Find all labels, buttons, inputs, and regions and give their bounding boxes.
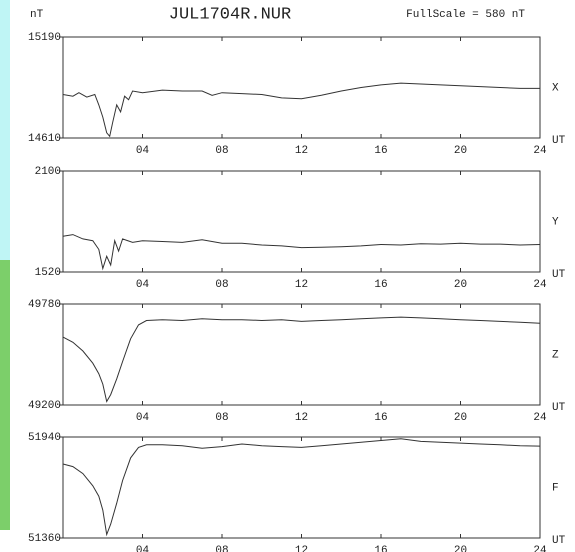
component-label: X — [552, 82, 559, 94]
unit-label: nT — [30, 9, 44, 21]
plot-frame — [62, 36, 541, 139]
data-line — [62, 438, 541, 537]
y-tick-label: 51360 — [28, 533, 61, 545]
x-tick-label: 04 — [136, 145, 150, 157]
y-tick-label: 2100 — [35, 166, 61, 178]
x-tick-label: 16 — [374, 145, 387, 157]
x-tick-label: 16 — [374, 279, 387, 291]
data-line — [62, 234, 541, 271]
x-axis-label: UT — [552, 535, 566, 547]
data-line — [62, 316, 541, 403]
x-tick-label: 20 — [454, 279, 467, 291]
x-tick-label: 08 — [215, 279, 228, 291]
x-tick-label: 08 — [215, 545, 228, 552]
x-axis-label: UT — [552, 269, 566, 281]
component-label: F — [552, 482, 559, 494]
x-axis-label: UT — [552, 402, 566, 414]
x-tick-label: 24 — [533, 412, 547, 424]
chart-title: JUL1704R.NUR — [169, 5, 291, 24]
y-tick-label: 1520 — [35, 267, 61, 279]
x-tick-label: 08 — [215, 412, 228, 424]
plot-frame — [62, 303, 541, 406]
x-axis-label: UT — [552, 135, 566, 147]
x-tick-label: 20 — [454, 412, 467, 424]
y-tick-label: 51940 — [28, 432, 61, 444]
x-tick-label: 24 — [533, 545, 547, 552]
x-tick-label: 12 — [295, 545, 308, 552]
x-tick-label: 20 — [454, 545, 467, 552]
data-line — [62, 82, 540, 138]
x-tick-label: 16 — [374, 545, 387, 552]
x-tick-label: 24 — [533, 279, 547, 291]
background-strip — [0, 260, 10, 530]
x-tick-label: 16 — [374, 412, 387, 424]
full-scale: FullScale = 580 nT — [406, 9, 525, 21]
x-tick-label: 04 — [136, 279, 150, 291]
x-tick-label: 24 — [533, 145, 547, 157]
y-tick-label: 49780 — [28, 299, 61, 311]
y-tick-label: 14610 — [28, 133, 61, 145]
background-strip — [0, 0, 10, 260]
component-label: Z — [552, 349, 559, 361]
x-tick-label: 12 — [295, 279, 308, 291]
x-tick-label: 20 — [454, 145, 467, 157]
x-tick-label: 12 — [295, 145, 308, 157]
plot-frame — [62, 170, 541, 273]
y-tick-label: 49200 — [28, 400, 61, 412]
component-label: Y — [552, 216, 559, 228]
x-tick-label: 08 — [215, 145, 228, 157]
x-tick-label: 04 — [136, 545, 150, 552]
y-tick-label: 15190 — [28, 32, 61, 44]
x-tick-label: 04 — [136, 412, 150, 424]
x-tick-label: 12 — [295, 412, 308, 424]
